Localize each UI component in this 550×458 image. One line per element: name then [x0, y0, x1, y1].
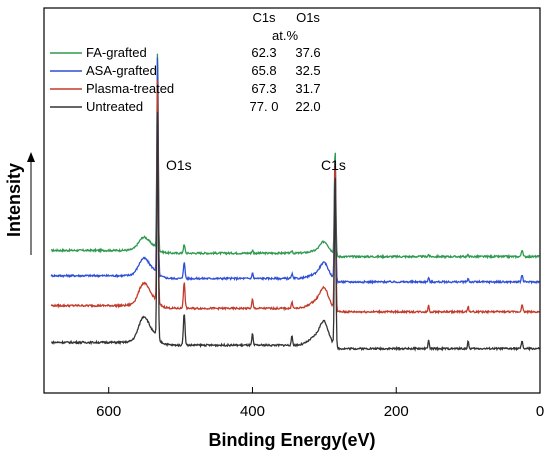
peak-label-o1s: O1s — [166, 157, 192, 173]
table-c1s-value-3: 77. 0 — [250, 99, 279, 114]
table-c1s-value-0: 62.3 — [251, 45, 276, 60]
legend-label-2: Plasma-treated — [86, 81, 174, 96]
series-line-asa-grafted — [50, 57, 540, 285]
peak-label-c1s: C1s — [321, 157, 346, 173]
legend-label-1: ASA-grafted — [86, 63, 157, 78]
x-tick-label-0: 600 — [96, 403, 121, 420]
legend-label-3: Untreated — [86, 99, 143, 114]
x-tick-label-2: 200 — [384, 403, 409, 420]
table-c1s-value-2: 67.3 — [251, 81, 276, 96]
y-axis-title: Intensity — [4, 163, 24, 237]
x-ticks: 600 400 200 0 — [96, 387, 544, 420]
table-o1s-value-1: 32.5 — [295, 63, 320, 78]
series-group — [50, 53, 540, 352]
series-line-untreated — [51, 111, 540, 352]
legend: FA-grafted 62.3 37.6 ASA-grafted 65.8 32.5 Pla… — [50, 45, 321, 114]
legend-label-0: FA-grafted — [86, 45, 147, 60]
table-c1s-value-1: 65.8 — [251, 63, 276, 78]
x-tick-label-1: 400 — [240, 403, 265, 420]
plot-frame — [43, 7, 541, 394]
table-header-o1s: O1s — [296, 10, 320, 25]
x-axis-title: Binding Energy(eV) — [208, 430, 375, 450]
table-o1s-value-3: 22.0 — [295, 99, 320, 114]
table-o1s-value-0: 37.6 — [295, 45, 320, 60]
series-line-fa-grafted — [51, 53, 540, 260]
table-header-c1s: C1s — [252, 10, 276, 25]
table-o1s-value-2: 31.7 — [295, 81, 320, 96]
x-tick-label-3: 0 — [536, 403, 544, 420]
table-unit: at.% — [272, 28, 298, 43]
y-axis-arrow-head — [27, 152, 35, 162]
series-line-plasma-treated — [50, 79, 540, 315]
